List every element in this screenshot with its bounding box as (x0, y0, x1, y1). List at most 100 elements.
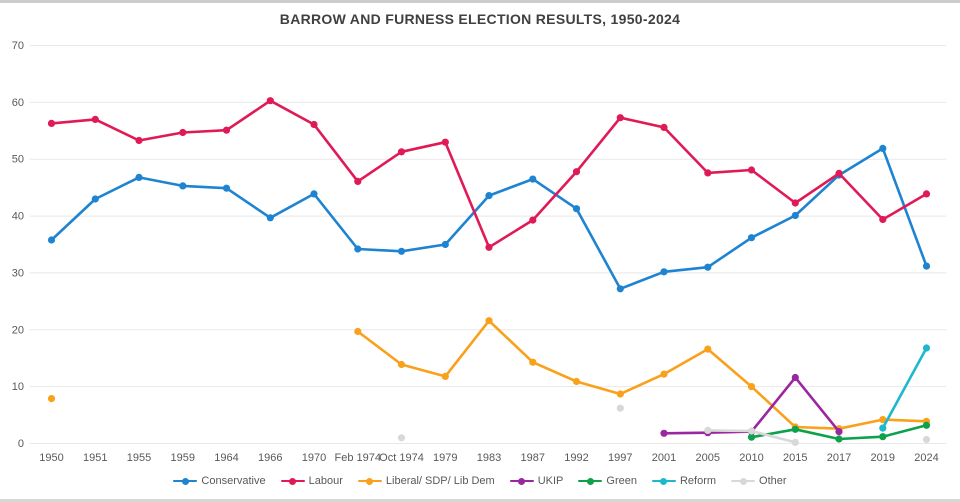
x-tick-label-1979: 1979 (433, 452, 457, 464)
x-tick-label-1997: 1997 (608, 452, 632, 464)
data-point-labour-1983 (485, 243, 493, 251)
data-point-conservative-2024 (922, 262, 931, 270)
data-point-conservative-2015 (791, 211, 799, 220)
data-point-liberal-sdp-lib-dem-oct-1974 (397, 360, 406, 369)
data-point-liberal-sdp-lib-dem-1992 (572, 377, 581, 386)
window-top-edge (0, 0, 960, 3)
x-tick-label-2010: 2010 (739, 452, 763, 464)
data-point-labour-1970 (310, 120, 318, 129)
data-point-other-2005 (704, 426, 712, 434)
y-tick-label-0: 0 (18, 438, 24, 450)
x-tick-label-2024: 2024 (914, 452, 938, 464)
data-point-labour-1992 (572, 168, 581, 176)
data-point-liberal-sdp-lib-dem-1987 (529, 358, 537, 366)
data-point-other-1997 (616, 404, 624, 412)
x-tick-label-1970: 1970 (302, 452, 326, 464)
data-point-labour-1950 (47, 119, 56, 127)
data-point-liberal-sdp-lib-dem-2010 (747, 383, 756, 391)
data-point-conservative-1992 (572, 205, 581, 213)
legend-item-other[interactable]: Other (731, 475, 787, 487)
legend-item-reform[interactable]: Reform (651, 475, 717, 487)
y-tick-label-40: 40 (12, 211, 24, 223)
x-tick-label-1992: 1992 (564, 452, 588, 464)
legend-item-conservative[interactable]: Conservative (173, 475, 266, 487)
legend-marker-icon (280, 477, 305, 485)
data-point-labour-1959 (179, 128, 187, 137)
data-point-green-2024 (922, 421, 931, 429)
legend-label: Labour (308, 475, 343, 487)
data-point-green-2010 (747, 433, 756, 441)
data-point-liberal-sdp-lib-dem-1983 (485, 317, 493, 325)
data-point-other-oct-1974 (397, 434, 406, 442)
data-point-liberal-sdp-lib-dem-feb-1974 (354, 327, 362, 336)
legend-marker-icon (357, 477, 382, 485)
series-line-liberal-sdp-lib-dem (356, 319, 928, 430)
x-tick-label-1987: 1987 (521, 452, 545, 464)
data-point-conservative-2010 (747, 234, 756, 242)
data-point-conservative-1951 (91, 195, 99, 203)
data-point-labour-2001 (660, 123, 668, 131)
x-tick-label-2005: 2005 (696, 452, 720, 464)
data-point-conservative-1979 (441, 240, 449, 249)
data-point-conservative-2005 (704, 263, 712, 271)
y-tick-label-10: 10 (12, 381, 24, 393)
data-point-reform-2019 (879, 424, 887, 432)
data-point-labour-1979 (441, 138, 449, 146)
legend-label: Other (759, 475, 787, 487)
y-tick-label-60: 60 (12, 97, 24, 109)
legend-label: Conservative (201, 475, 266, 487)
legend-label: Green (606, 475, 637, 487)
data-point-conservative-1955 (135, 173, 143, 181)
data-point-labour-1964 (222, 126, 231, 134)
legend-label: Liberal/ SDP/ Lib Dem (385, 475, 495, 487)
series-line-labour (50, 99, 928, 249)
data-point-ukip-2017 (835, 428, 843, 436)
legend-label: Reform (679, 475, 717, 487)
y-tick-label-30: 30 (12, 267, 24, 279)
data-point-other-2024 (922, 435, 931, 444)
data-point-labour-1987 (529, 216, 537, 224)
data-point-labour-1955 (135, 136, 143, 145)
data-point-reform-2024 (922, 344, 931, 352)
data-point-labour-1966 (266, 97, 274, 105)
x-tick-label-1959: 1959 (171, 452, 195, 464)
x-tick-label-oct-1974: Oct 1974 (379, 452, 424, 464)
data-point-green-2019 (879, 433, 887, 441)
data-point-ukip-2001 (660, 429, 668, 437)
data-point-liberal-sdp-lib-dem-1950 (47, 395, 56, 403)
data-point-conservative-2019 (879, 144, 887, 152)
data-point-green-2017 (835, 435, 843, 443)
data-point-conservative-1987 (529, 175, 537, 183)
data-point-labour-2017 (835, 169, 843, 177)
x-tick-label-1964: 1964 (214, 452, 238, 464)
data-point-conservative-2001 (660, 268, 668, 276)
data-point-labour-2010 (747, 166, 756, 174)
data-point-labour-1951 (91, 115, 99, 123)
x-tick-label-2019: 2019 (871, 452, 895, 464)
data-point-conservative-1997 (616, 285, 624, 293)
data-point-labour-1997 (616, 114, 624, 122)
data-point-conservative-1983 (485, 192, 493, 200)
data-point-liberal-sdp-lib-dem-2001 (660, 370, 668, 378)
x-tick-label-1955: 1955 (127, 452, 151, 464)
data-point-labour-oct-1974 (397, 148, 406, 156)
data-point-labour-feb-1974 (354, 177, 362, 185)
legend-item-liberal-sdp-lib-dem[interactable]: Liberal/ SDP/ Lib Dem (357, 475, 495, 487)
series-line-reform (881, 346, 928, 430)
legend-item-labour[interactable]: Labour (280, 475, 343, 487)
y-tick-label-50: 50 (12, 154, 24, 166)
y-tick-label-20: 20 (12, 324, 24, 336)
legend-label: UKIP (537, 475, 564, 487)
data-point-conservative-1950 (47, 236, 56, 244)
legend-item-green[interactable]: Green (578, 475, 637, 487)
data-point-liberal-sdp-lib-dem-1979 (441, 372, 449, 380)
y-tick-label-70: 70 (12, 40, 24, 52)
data-point-liberal-sdp-lib-dem-2005 (704, 345, 712, 353)
data-point-conservative-1966 (266, 214, 274, 222)
legend-item-ukip[interactable]: UKIP (509, 475, 564, 487)
x-tick-label-1951: 1951 (83, 452, 107, 464)
x-tick-label-feb-1974: Feb 1974 (335, 452, 381, 464)
legend-marker-icon (731, 477, 756, 485)
legend-marker-icon (578, 477, 603, 485)
